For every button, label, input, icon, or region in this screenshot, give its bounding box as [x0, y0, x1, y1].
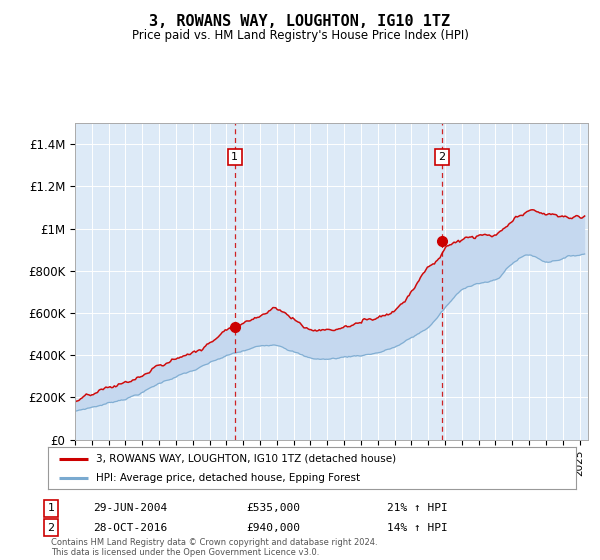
Text: 1: 1 [47, 503, 55, 514]
Text: 3, ROWANS WAY, LOUGHTON, IG10 1TZ (detached house): 3, ROWANS WAY, LOUGHTON, IG10 1TZ (detac… [95, 454, 395, 464]
Text: 3, ROWANS WAY, LOUGHTON, IG10 1TZ: 3, ROWANS WAY, LOUGHTON, IG10 1TZ [149, 14, 451, 29]
Text: 29-JUN-2004: 29-JUN-2004 [93, 503, 167, 514]
Text: 21% ↑ HPI: 21% ↑ HPI [387, 503, 448, 514]
Text: 1: 1 [231, 152, 238, 162]
Text: 2: 2 [439, 152, 446, 162]
Text: 14% ↑ HPI: 14% ↑ HPI [387, 522, 448, 533]
Text: £940,000: £940,000 [246, 522, 300, 533]
Text: Price paid vs. HM Land Registry's House Price Index (HPI): Price paid vs. HM Land Registry's House … [131, 29, 469, 42]
Text: 2: 2 [47, 522, 55, 533]
Text: Contains HM Land Registry data © Crown copyright and database right 2024.
This d: Contains HM Land Registry data © Crown c… [51, 538, 377, 557]
Text: £535,000: £535,000 [246, 503, 300, 514]
Text: HPI: Average price, detached house, Epping Forest: HPI: Average price, detached house, Eppi… [95, 473, 359, 483]
Text: 28-OCT-2016: 28-OCT-2016 [93, 522, 167, 533]
